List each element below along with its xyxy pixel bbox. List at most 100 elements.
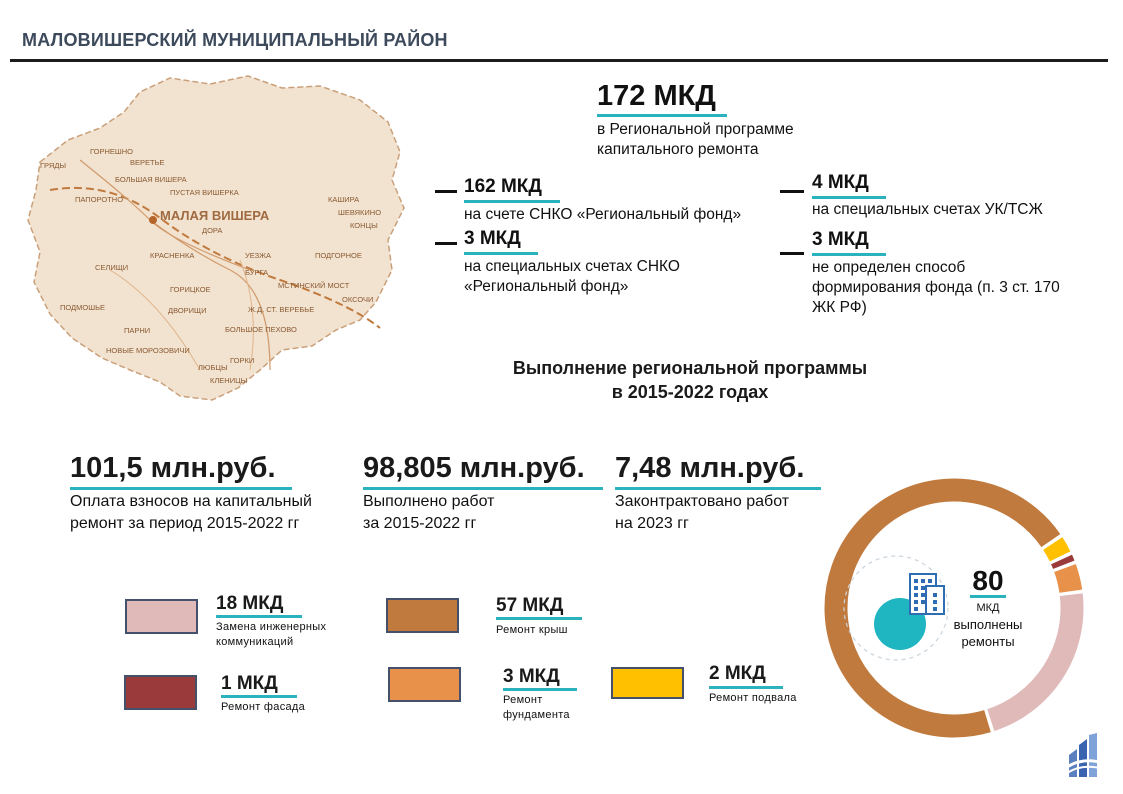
donut-total-underline [970,595,1006,598]
map-place-label: КАШИРА [328,195,359,204]
finance-contracted-underline [615,487,821,490]
map-place-label: ГРЯДЫ [40,161,66,170]
fund-special-snko-text-line: «Региональный фонд» [464,278,629,295]
fund-uk-tszh-text: на специальных счетах УК/ТСЖ [812,201,1043,218]
donut-slice [1049,553,1076,571]
legend-foundation-underline [503,688,577,691]
legend-engineering-text: Замена инженерных коммуникаций [216,620,326,650]
map-place-label: ДОРА [202,226,222,235]
legend-roof-value: 57 МКД [496,595,564,616]
map-place-label: ПОДГОРНОЕ [315,251,362,260]
map-place-label: ГОРИЦКОЕ [170,285,211,294]
map-place-label: БОЛЬШАЯ ВИШЕРА [115,175,187,184]
fund-undefined-text: не определен способ формирования фонда (… [812,258,1060,318]
finance-completed-value: 98,805 млн.руб. [363,452,585,484]
donut-total-value: 80 [972,565,1003,596]
fund-uk-tszh-value: 4 МКД [812,172,869,193]
bullet-dash [780,190,804,193]
finance-contributions-text-line: Оплата взносов на капитальный [70,493,312,510]
legend-swatch-facade [124,675,197,710]
total-mkd-underline [597,114,727,117]
legend-swatch-engineering [125,599,198,634]
donut-slice [1052,562,1084,594]
fund-uk-tszh-underline [812,196,886,199]
legend-engineering-text-line: коммуникаций [216,636,294,648]
building-icon [909,573,945,615]
map-place-label: ЛЮБЦЫ [198,363,228,372]
map-place-label: МСТИНСКИЙ МОСТ [278,281,350,290]
map-place-label: КЛЕНИЦЫ [210,376,248,385]
legend-basement-underline [709,686,783,689]
map-place-label: БУРГА [245,268,268,277]
page-title: МАЛОВИШЕРСКИЙ МУНИЦИПАЛЬНЫЙ РАЙОН [22,30,448,50]
finance-contributions-value: 101,5 млн.руб. [70,452,276,484]
map-place-label: ОКСОЧИ [342,295,373,304]
legend-engineering-text-line: Замена инженерных [216,621,327,633]
section-title: Выполнение региональной программы в 2015… [430,356,950,404]
legend-foundation-text-line: фундамента [503,709,570,721]
header-divider [10,59,1108,62]
finance-contracted-text-line: Законтрактовано работ [615,493,790,510]
donut-slice [986,592,1085,733]
legend-basement-text: Ремонт подвала [709,692,797,704]
map-place-label: ГОРКИ [230,356,254,365]
map-place-label: ПАПОРОТНО [75,195,123,204]
legend-facade-text: Ремонт фасада [221,701,306,713]
donut-slice [823,477,1062,739]
legend-foundation-text: Ремонт фундамента [503,693,570,723]
map-place-label: ШЕВЯКИНО [338,208,381,217]
total-mkd-value: 172 МКД [597,80,716,112]
fund-special-snko-text: на специальных счетах СНКО «Региональный… [464,257,680,297]
donut-decor-ring [843,555,949,661]
map-place-label: УЕЗЖА [245,251,271,260]
map-place-label: ПУСТАЯ ВИШЕРКА [170,188,239,197]
legend-facade-underline [221,695,297,698]
fund-special-snko-value: 3 МКД [464,228,521,249]
legend-swatch-basement [611,667,684,699]
finance-completed-text-line: Выполнено работ [363,493,495,510]
map-place-label: КОНЦЫ [350,221,378,230]
finance-completed-text: Выполнено работ за 2015-2022 гг [363,491,494,535]
donut-total-text: МКД [976,602,1000,614]
fund-undefined-text-line: не определен способ [812,259,966,276]
finance-contributions-text: Оплата взносов на капитальный ремонт за … [70,491,312,535]
bullet-dash [435,242,457,245]
fund-regional-text: на счете СНКО «Региональный фонд» [464,206,742,223]
finance-contracted-text: Законтрактовано работ на 2023 гг [615,491,789,535]
legend-engineering-value: 18 МКД [216,593,284,614]
fund-undefined-text-line: ЖК РФ) [812,299,867,316]
legend-facade-value: 1 МКД [221,673,278,694]
legend-swatch-roof [386,598,459,633]
map-town-label: МАЛАЯ ВИШЕРА [160,208,270,223]
total-mkd-text: в Региональной программе капитального ре… [597,120,794,160]
finance-contributions-text-line: ремонт за период 2015-2022 гг [70,515,300,532]
map-place-label: ВЕРЕТЬЕ [130,158,165,167]
fund-undefined-value: 3 МКД [812,229,869,250]
legend-engineering-underline [216,615,302,618]
total-mkd-text-line: капитального ремонта [597,141,759,158]
map-place-label: НОВЫЕ МОРОЗОВИЧИ [106,346,190,355]
map-place-label: ПАРНИ [124,326,150,335]
donut-slices [823,477,1085,739]
bullet-dash [780,252,804,255]
donut-slice [1041,535,1072,563]
finance-contracted-value: 7,48 млн.руб. [615,452,805,484]
finance-completed-text-line: за 2015-2022 гг [363,515,477,532]
map-place-label: ДВОРИЩИ [168,306,206,315]
legend-foundation-value: 3 МКД [503,666,560,687]
legend-basement-value: 2 МКД [709,663,766,684]
section-title-line: Выполнение региональной программы [512,358,868,378]
map-place-label: КРАСНЕНКА [150,251,194,260]
bullet-dash [435,190,457,193]
legend-roof-underline [496,617,582,620]
section-title-line: в 2015-2022 годах [611,382,769,402]
legend-foundation-text-line: Ремонт [503,694,543,706]
district-map: МАЛАЯ ВИШЕРА ГОРНЕШНО ВЕРЕТЬЕ ГРЯДЫ БОЛЬ… [20,70,420,405]
map-place-label: СЕЛИЩИ [95,263,128,272]
finance-contracted-text-line: на 2023 гг [615,515,689,532]
repairs-donut-chart: 80 МКД выполнены ремонты [823,477,1085,739]
legend-roof-text: Ремонт крыш [496,624,568,636]
legend-swatch-foundation [388,667,461,702]
fund-special-snko-underline [464,252,538,255]
fund-undefined-text-line: формирования фонда (п. 3 ст. 170 [812,279,1060,296]
